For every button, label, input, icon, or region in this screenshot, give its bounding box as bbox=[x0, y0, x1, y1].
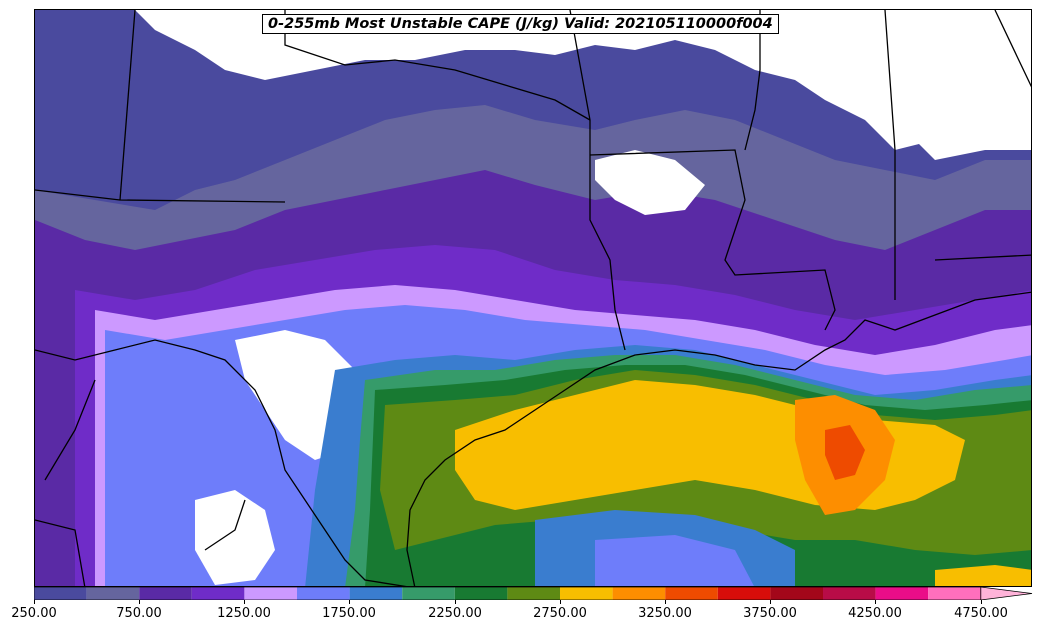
colorbar-swatch bbox=[139, 587, 192, 600]
colorbar-tick bbox=[349, 600, 350, 604]
colorbar-swatch bbox=[454, 587, 508, 600]
cape-band-1500 bbox=[595, 535, 754, 586]
cape-zero-area bbox=[595, 150, 705, 215]
colorbar-swatch bbox=[349, 587, 403, 600]
colorbar-tick bbox=[875, 600, 876, 604]
colorbar-swatch bbox=[34, 587, 87, 600]
colorbar-tick-label: 3250.00 bbox=[638, 606, 692, 621]
colorbar-tick bbox=[665, 600, 666, 604]
colorbar-tick-label: 2250.00 bbox=[428, 606, 482, 621]
colorbar-tick-label: 2750.00 bbox=[533, 606, 587, 621]
colorbar-swatch bbox=[507, 587, 560, 600]
cape-band-2500 bbox=[935, 565, 1031, 586]
colorbar-tick bbox=[244, 600, 245, 604]
colorbar-tick bbox=[139, 600, 140, 604]
map-title: 0-255mb Most Unstable CAPE (J/kg) Valid:… bbox=[262, 14, 779, 34]
colorbar-tick-label: 750.00 bbox=[116, 606, 162, 621]
colorbar-swatch bbox=[297, 587, 350, 600]
cape-zero-area bbox=[895, 40, 1031, 160]
colorbar-swatch bbox=[402, 587, 455, 600]
political-borders bbox=[35, 10, 1031, 586]
colorbar-tick bbox=[981, 600, 982, 604]
cape-band-3250 bbox=[825, 425, 865, 480]
colorbar-tick-label: 1750.00 bbox=[322, 606, 376, 621]
colorbar-tick bbox=[770, 600, 771, 604]
colorbar-swatch bbox=[823, 587, 876, 600]
colorbar-swatch bbox=[244, 587, 297, 600]
colorbar-swatch bbox=[717, 587, 771, 600]
colorbar-swatch bbox=[560, 587, 613, 600]
colorbar-swatch bbox=[875, 587, 929, 600]
colorbar-tick-label: 250.00 bbox=[11, 606, 57, 621]
colorbar-tick-label: 4750.00 bbox=[954, 606, 1008, 621]
colorbar-tick-label: 1250.00 bbox=[217, 606, 271, 621]
colorbar-swatch bbox=[665, 587, 718, 600]
colorbar bbox=[34, 587, 1034, 600]
colorbar-tick bbox=[34, 600, 35, 604]
colorbar-extend-arrow bbox=[980, 587, 1033, 600]
colorbar-swatch bbox=[612, 587, 666, 600]
colorbar-swatch bbox=[770, 587, 823, 600]
colorbar-tick bbox=[560, 600, 561, 604]
cape-zero-area bbox=[195, 490, 275, 585]
colorbar-swatch bbox=[191, 587, 245, 600]
colorbar-tick bbox=[455, 600, 456, 604]
colorbar-swatch bbox=[928, 587, 981, 600]
cape-contour-map bbox=[35, 10, 1031, 586]
colorbar-tick-label: 3750.00 bbox=[743, 606, 797, 621]
colorbar-swatch bbox=[86, 587, 140, 600]
colorbar-swatches bbox=[34, 587, 1033, 600]
cape-map bbox=[34, 9, 1032, 587]
colorbar-tick-label: 4250.00 bbox=[848, 606, 902, 621]
